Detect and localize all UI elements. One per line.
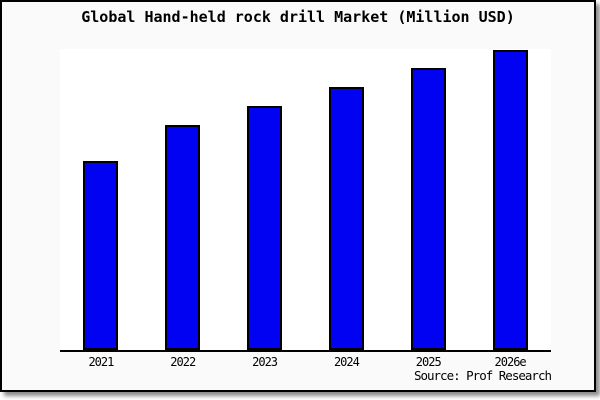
bar-2024 [329,87,364,350]
x-axis-label-2026e: 2026e [494,355,527,369]
bar-2022 [165,125,200,350]
bar-2021 [83,161,118,350]
chart-title: Global Hand-held rock drill Market (Mill… [81,8,515,26]
bar-2023 [247,106,282,350]
bar-2025 [411,68,446,350]
plot-area [60,49,551,352]
x-axis-label-2025: 2025 [415,355,442,369]
x-axis-label-2021: 2021 [88,355,114,369]
x-axis-label-2022: 2022 [170,355,196,369]
chart-card: Global Hand-held rock drill Market (Mill… [0,0,596,392]
x-axis-label-2024: 2024 [333,355,360,369]
source-credit: Source: Prof Research [413,368,552,383]
x-axis-label-2023: 2023 [252,355,278,369]
bar-2026e [493,50,528,350]
x-axis-labels: 2021 2022 2023 2024 2025 2026e [60,355,551,371]
